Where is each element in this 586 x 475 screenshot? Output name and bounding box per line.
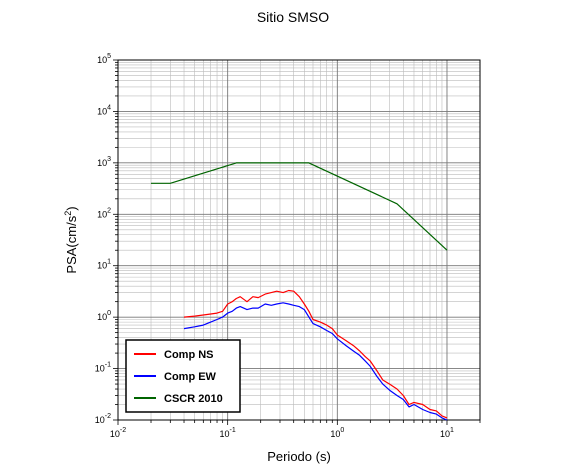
legend-label: CSCR 2010 xyxy=(164,393,223,405)
y-tick-labels: 10-2 10-1 100 101 102 103 104 105 xyxy=(95,53,111,425)
x-tick-label: 100 xyxy=(330,427,344,439)
legend-label: Comp EW xyxy=(164,371,217,383)
y-tick-label: 104 xyxy=(97,104,111,116)
series-line-comp-ns xyxy=(183,289,448,419)
grid-minor xyxy=(118,60,481,420)
x-tick-label: 101 xyxy=(440,427,454,439)
y-axis-title-sup: 2 xyxy=(63,211,73,216)
x-axis-title: Periodo (s) xyxy=(267,449,331,464)
x-tick-labels: 10-2 10-1 100 101 xyxy=(110,427,454,439)
y-axis-title-base: PSA(cm/s xyxy=(64,215,79,273)
y-tick-label: 101 xyxy=(97,259,111,271)
x-tick-label: 10-2 xyxy=(110,427,126,439)
plot-frame xyxy=(117,59,481,421)
y-tick-label: 10-2 xyxy=(95,413,111,425)
y-tick-label: 10-1 xyxy=(95,362,111,374)
y-tick-label: 105 xyxy=(97,53,111,65)
series-line-cscr-2010 xyxy=(151,162,448,251)
x-tick-label: 10-1 xyxy=(220,427,236,439)
legend-label: Comp NS xyxy=(164,349,214,361)
chart-title: Sitio SMSO xyxy=(257,9,329,25)
legend: Comp NS Comp EW CSCR 2010 xyxy=(125,339,241,413)
y-axis-title-end: ) xyxy=(64,206,79,210)
y-tick-label: 100 xyxy=(97,310,111,322)
series-line-comp-ew xyxy=(183,302,448,421)
y-tick-label: 103 xyxy=(97,156,111,168)
series-layer xyxy=(151,162,448,421)
y-tick-label: 102 xyxy=(97,207,111,219)
y-axis-title: PSA(cm/s2) xyxy=(63,206,79,273)
